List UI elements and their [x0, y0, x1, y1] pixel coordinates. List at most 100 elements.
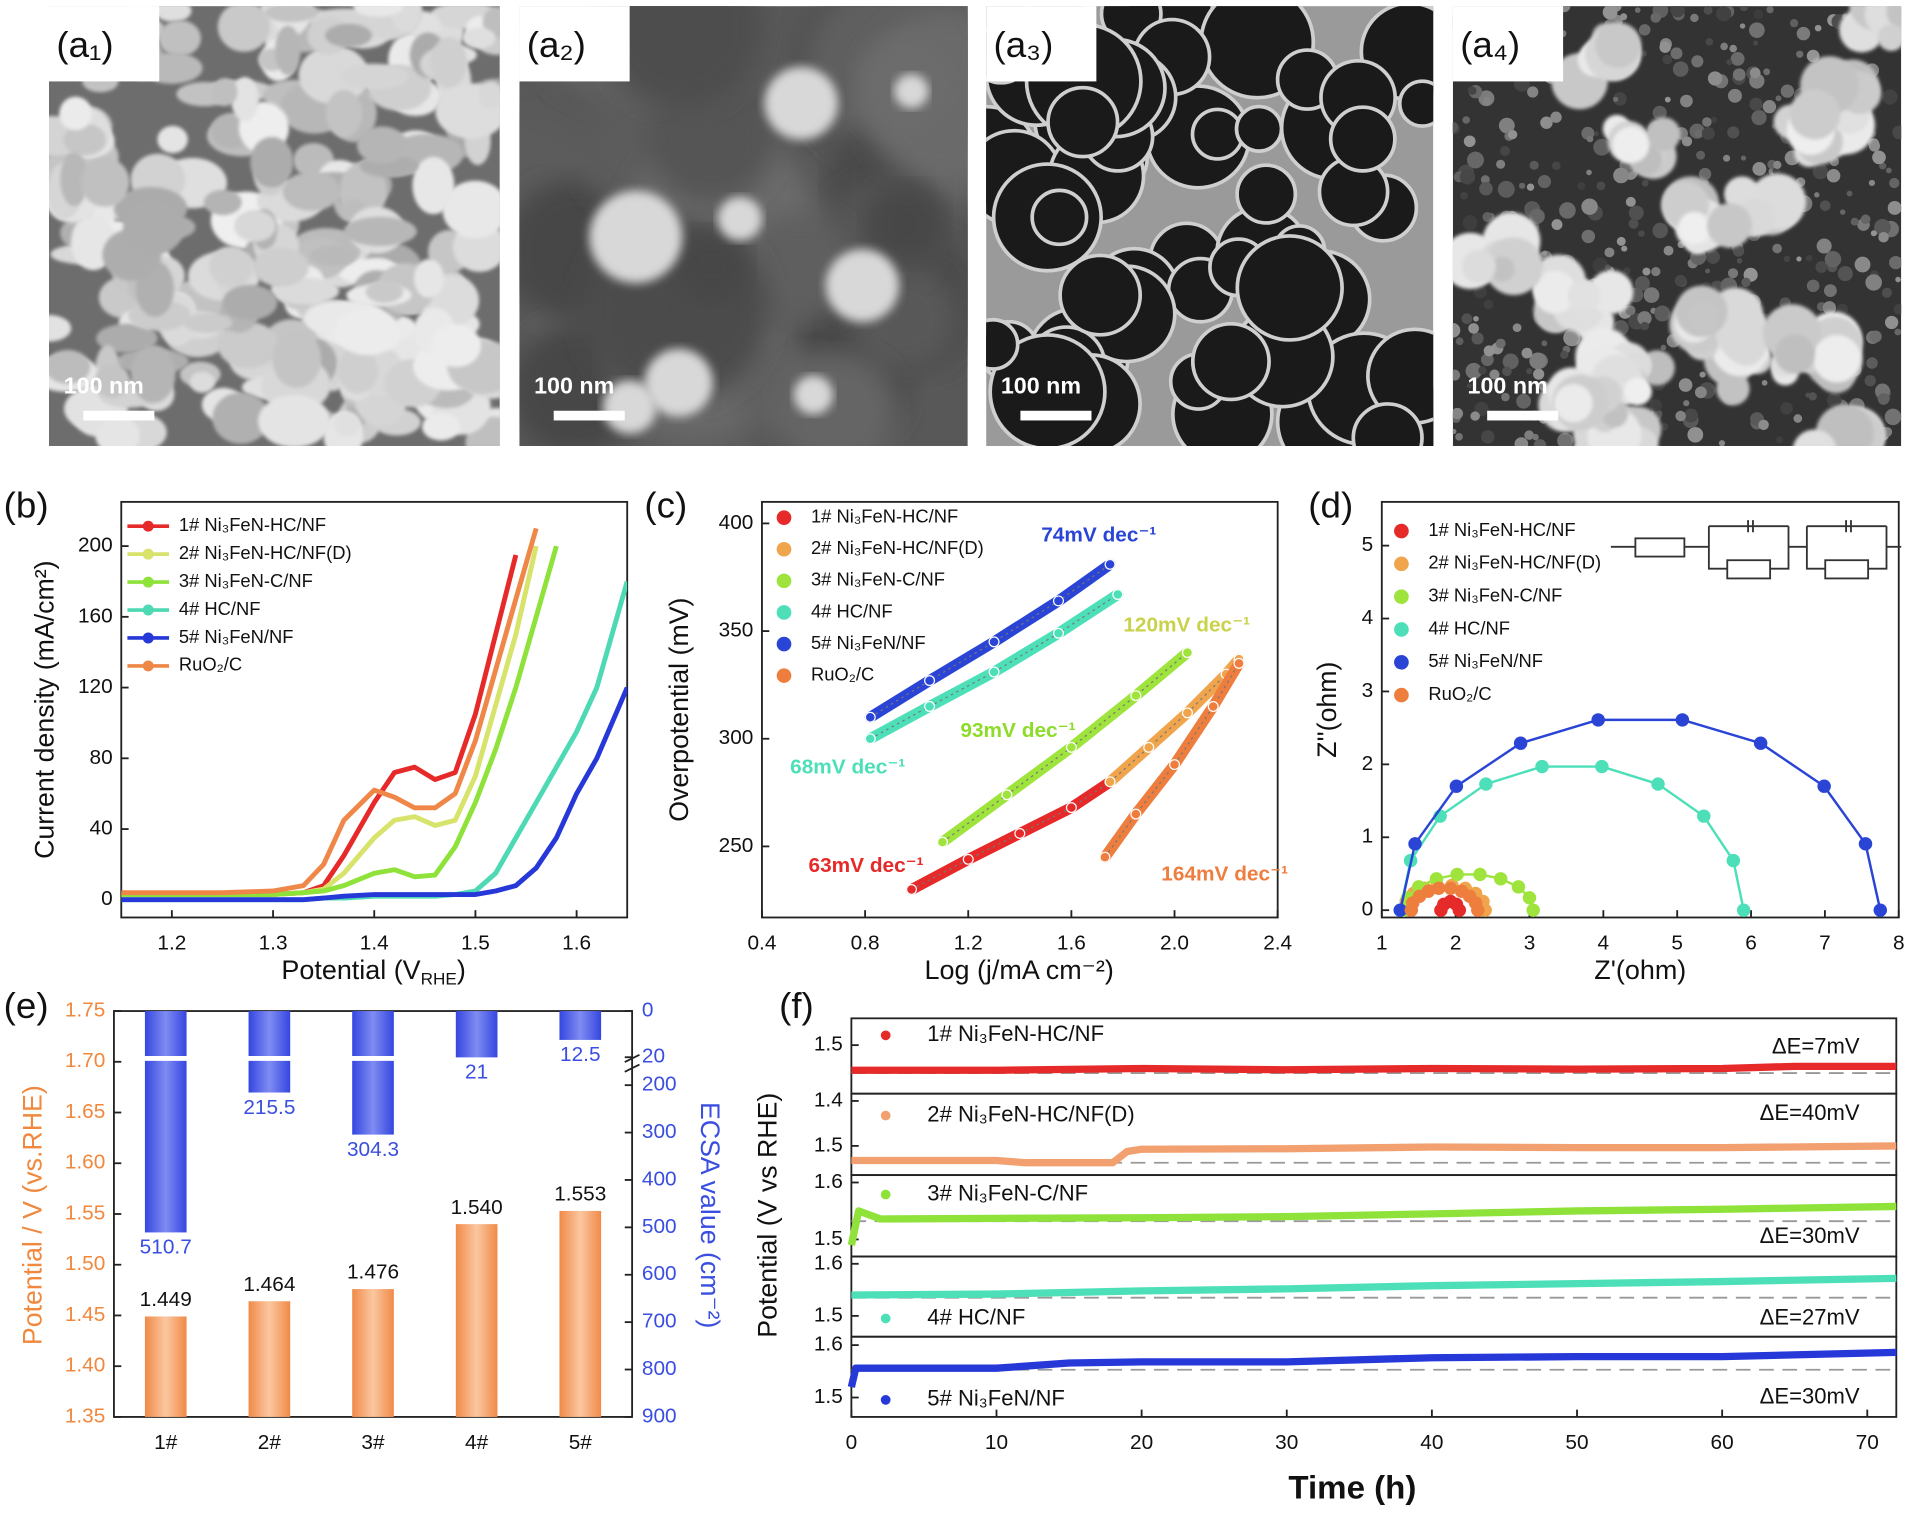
legend-marker — [1394, 589, 1409, 604]
value-label: 215.5 — [243, 1096, 295, 1119]
shade — [675, 229, 750, 303]
speck — [1483, 299, 1494, 310]
speck — [1641, 179, 1649, 187]
speck — [1537, 175, 1552, 189]
x-tick-label: 60 — [1711, 1431, 1734, 1454]
particle — [825, 249, 900, 323]
grain — [252, 247, 309, 287]
speck — [1482, 212, 1493, 222]
legend-marker — [776, 573, 792, 589]
value-label: 21 — [465, 1061, 488, 1084]
data-point — [1595, 759, 1609, 774]
cluster — [1815, 404, 1874, 446]
data-point — [1858, 837, 1873, 851]
grain — [343, 216, 417, 247]
speck — [1752, 40, 1759, 46]
y-tick-label: 1.6 — [814, 1170, 843, 1193]
circuit-wire — [1610, 520, 1902, 570]
pore — [1234, 104, 1284, 153]
speck — [1805, 392, 1811, 398]
grain — [94, 364, 130, 398]
plot-frame — [761, 500, 1279, 919]
speck — [1812, 163, 1829, 180]
speck — [1690, 13, 1699, 23]
x-axis-label: Log (j/mA cm⁻²) — [925, 955, 1114, 985]
grain — [337, 347, 379, 394]
value-label: 1.464 — [243, 1273, 295, 1296]
scale-bar — [1487, 410, 1559, 421]
legend-label: 3# Ni₃FeN-C/NF — [811, 569, 945, 590]
y2-tick-label: 300 — [642, 1120, 677, 1143]
speck — [1805, 254, 1813, 262]
speck — [1524, 430, 1534, 440]
x-tick-label: 2.0 — [1160, 932, 1189, 955]
annotation: 74mV dec⁻¹ — [1041, 523, 1156, 546]
speck — [1736, 257, 1743, 264]
data-point — [1130, 808, 1142, 820]
speck — [1651, 266, 1661, 277]
grain — [478, 81, 500, 110]
speck — [1586, 135, 1594, 143]
annotation: ΔE=30mV — [1760, 1383, 1860, 1408]
speck — [1870, 230, 1877, 237]
data-point — [924, 700, 936, 712]
x-tick-label: 1.4 — [360, 932, 389, 955]
speck — [1498, 117, 1515, 134]
speck — [1459, 169, 1476, 185]
speck — [1681, 136, 1693, 147]
speck — [1793, 414, 1803, 423]
y-tick-label: 2 — [1362, 752, 1374, 775]
speck — [1466, 383, 1472, 389]
speck — [1773, 160, 1782, 169]
speck — [1659, 41, 1671, 53]
cluster — [1715, 306, 1771, 361]
legend-marker — [776, 668, 792, 683]
speck — [1874, 219, 1891, 236]
bar — [144, 1316, 187, 1417]
x-tick-label: 30 — [1275, 1431, 1298, 1454]
speck — [1889, 177, 1900, 189]
x-tick-label: 70 — [1856, 1431, 1879, 1454]
sem-image — [1452, 6, 1902, 446]
speck — [1684, 408, 1699, 423]
data-point — [962, 853, 974, 865]
y-axis-label: Overpotential (mV) — [664, 598, 694, 822]
speck — [1772, 243, 1782, 254]
speck — [1806, 279, 1820, 293]
speck — [1846, 190, 1853, 197]
legend-label: 4# HC/NF — [811, 600, 893, 621]
y-tick-label: 1.5 — [814, 1033, 843, 1056]
speck — [1726, 59, 1733, 66]
legend-marker — [142, 632, 154, 644]
legend-label: 2# Ni₃FeN-HC/NF(D) — [1428, 552, 1601, 573]
speck — [1483, 345, 1495, 357]
speck — [1837, 266, 1853, 282]
speck — [1739, 23, 1746, 29]
bar — [248, 1011, 291, 1093]
speck — [1501, 392, 1510, 402]
speck — [1507, 129, 1518, 140]
y-tick-label: 1.4 — [814, 1088, 843, 1111]
speck — [1480, 175, 1490, 185]
label-box — [986, 6, 1097, 82]
speck — [1775, 95, 1782, 102]
bar-break — [350, 1056, 396, 1061]
particle — [764, 66, 838, 140]
speck — [1461, 313, 1473, 325]
speck — [1625, 305, 1636, 316]
series-line — [851, 1062, 1897, 1074]
data-point — [1130, 690, 1142, 702]
legend-marker — [142, 604, 154, 616]
x-tick-label: 1# — [154, 1431, 178, 1454]
pore — [1235, 234, 1344, 342]
legend-marker — [776, 636, 792, 652]
cluster — [1623, 377, 1652, 406]
grain — [335, 308, 400, 356]
data-point — [1443, 881, 1458, 895]
y-tick-label: 0 — [1362, 898, 1374, 921]
cluster — [1793, 429, 1836, 446]
y-tick-label: 80 — [90, 746, 113, 769]
bar — [455, 1011, 498, 1058]
value-label: 1.540 — [451, 1196, 503, 1219]
grain — [422, 413, 461, 441]
